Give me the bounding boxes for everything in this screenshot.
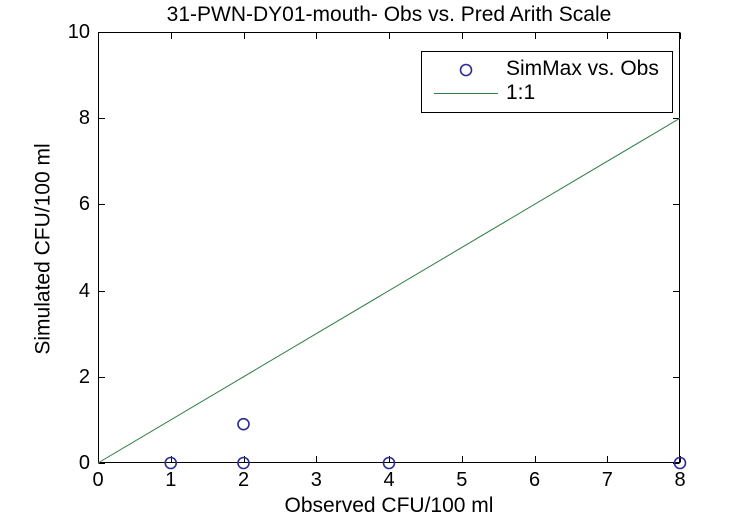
y-tick-label: 10 [67,21,90,43]
y-tick-label: 4 [78,279,90,302]
x-tick-label: 1 [165,469,177,491]
data-point-marker [673,456,687,470]
x-tick-label: 8 [674,469,686,491]
chart-title: 31-PWN-DY01-mouth- Obs vs. Pred Arith Sc… [166,3,612,26]
x-tick-label: 5 [456,469,468,491]
x-tick-label: 7 [601,469,613,491]
y-tick-label: 8 [78,107,90,130]
data-point-marker [382,456,396,470]
legend: SimMax vs. Obs 1:1 [421,51,673,113]
data-point-marker [164,456,178,470]
x-tick-label: 4 [383,469,395,491]
x-axis-label: Observed CFU/100 ml [284,494,494,517]
data-point-marker [237,456,250,470]
legend-entry-1to1: 1:1 [506,81,536,104]
y-axis-label: Simulated CFU/100 ml [31,143,55,355]
x-tick-label: 2 [237,469,250,491]
data-point-marker [237,417,250,431]
legend-entry-simmax: SimMax vs. Obs [506,57,659,80]
one-to-one-line [97,117,681,464]
x-tick-label: 6 [528,469,541,491]
x-tick-label: 0 [92,469,104,491]
y-tick-label: 2 [78,365,90,388]
y-tick-label: 0 [78,452,90,474]
x-tick-label: 3 [310,469,322,491]
legend-marker-circle-icon [459,63,473,77]
legend-sample-graphics [434,63,498,94]
y-tick-label: 6 [78,193,90,216]
